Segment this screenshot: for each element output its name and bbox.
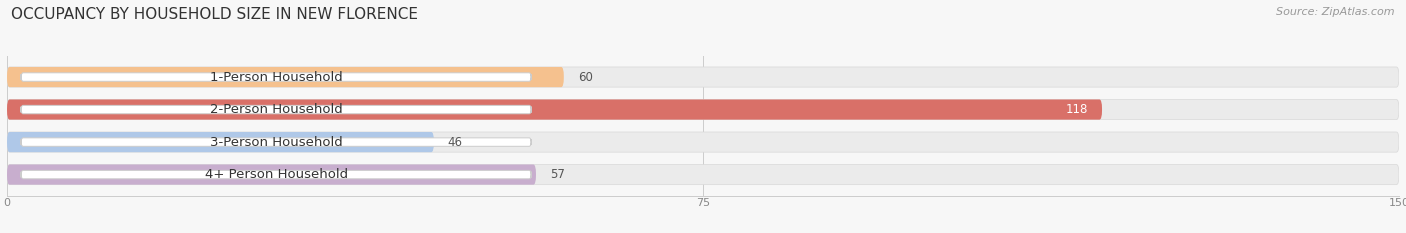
Text: 3-Person Household: 3-Person Household [209,136,343,149]
FancyBboxPatch shape [21,105,531,114]
FancyBboxPatch shape [21,170,531,179]
Text: OCCUPANCY BY HOUSEHOLD SIZE IN NEW FLORENCE: OCCUPANCY BY HOUSEHOLD SIZE IN NEW FLORE… [11,7,418,22]
FancyBboxPatch shape [21,138,531,146]
FancyBboxPatch shape [7,132,434,152]
FancyBboxPatch shape [7,164,1399,185]
Text: 4+ Person Household: 4+ Person Household [205,168,347,181]
FancyBboxPatch shape [7,67,1399,87]
Text: 60: 60 [578,71,592,84]
Text: 2-Person Household: 2-Person Household [209,103,343,116]
FancyBboxPatch shape [7,132,1399,152]
Text: 57: 57 [550,168,565,181]
Text: 118: 118 [1066,103,1088,116]
Text: 46: 46 [447,136,463,149]
Text: 1-Person Household: 1-Person Household [209,71,343,84]
FancyBboxPatch shape [7,99,1399,120]
Text: Source: ZipAtlas.com: Source: ZipAtlas.com [1277,7,1395,17]
FancyBboxPatch shape [7,99,1102,120]
FancyBboxPatch shape [7,67,564,87]
FancyBboxPatch shape [21,73,531,81]
FancyBboxPatch shape [7,164,536,185]
